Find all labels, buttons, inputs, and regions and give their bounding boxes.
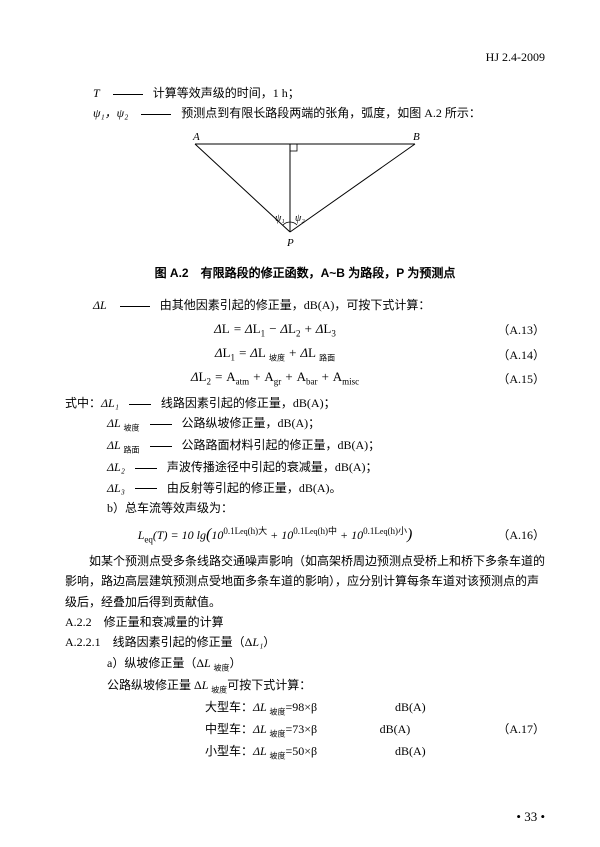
dash <box>113 94 143 95</box>
sec-a221: A.2.2.1 线路因素引起的修正量（ΔL₁） <box>65 632 545 652</box>
svg-text:ψ₂: ψ₂ <box>295 213 305 224</box>
sym-T: T <box>93 86 100 100</box>
figure-caption: 图 A.2 有限路段的修正函数，A~B 为路段，P 为预测点 <box>65 264 545 281</box>
def-dL-text: 由其他因素引起的修正量，dB(A)，可按下式计算： <box>160 298 431 312</box>
where-L3: ΔL₃ 由反射等引起的修正量，dB(A)。 <box>65 478 545 498</box>
dash <box>120 306 150 307</box>
figure-a2: A B ψ₁ ψ₂ P <box>65 132 545 254</box>
where-intro: 式中：ΔL₁ 线路因素引起的修正量，dB(A)； <box>65 393 545 413</box>
formula-num-a14: （A.14） <box>485 346 545 363</box>
formula-num-a13: （A.13） <box>485 321 545 338</box>
formula-a13: ΔL = ΔL1 − ΔL2 + ΔL3 （A.13） <box>65 321 545 339</box>
item-a: a）纵坡修正量（ΔL 坡度） <box>65 653 545 675</box>
header-code: HJ 2.4-2009 <box>65 50 545 65</box>
svg-text:ψ₁: ψ₁ <box>275 213 285 224</box>
middle-para: 如某个预测点受多条线路交通噪声影响（如高架桥周边预测点受桥上和桥下多条车道的影响… <box>65 551 545 612</box>
grade-light: 小型车：ΔL 坡度=50×β dB(A) <box>205 741 545 763</box>
where-L2: ΔL₂ 声波传播途径中引起的衰减量，dB(A)； <box>65 457 545 477</box>
def-dL: ΔL 由其他因素引起的修正量，dB(A)，可按下式计算： <box>65 295 545 315</box>
sec-a22: A.2.2 修正量和衰减量的计算 <box>65 612 545 632</box>
page-number: • 33 • <box>516 809 545 825</box>
sym-psi: ψ₁，ψ₂ <box>93 106 128 120</box>
formula-a15: ΔL2 = Aatm + Agr + Abar + Amisc （A.15） <box>65 369 545 387</box>
svg-text:B: B <box>413 132 420 143</box>
item-b: b）总车流等效声级为： <box>65 498 545 518</box>
grade-large: 大型车：ΔL 坡度=98×β dB(A) <box>205 697 545 719</box>
where-slope: ΔL 坡度 公路纵坡修正量，dB(A)； <box>65 413 545 435</box>
dash <box>141 114 171 115</box>
grade-medium: 中型车：ΔL 坡度=73×β dB(A) （A.17） <box>205 719 545 741</box>
def-psi-text: 预测点到有限长路段两端的张角，弧度，如图 A.2 所示： <box>181 106 481 120</box>
formula-a16: Leq(T) = 10 lg(100.1Leq(h)大 + 100.1Leq(h… <box>65 524 545 544</box>
where-road: ΔL 路面 公路路面材料引起的修正量，dB(A)； <box>65 435 545 457</box>
def-T-text: 计算等效声级的时间，1 h； <box>153 86 300 100</box>
svg-text:A: A <box>192 132 200 143</box>
formula-num-a15: （A.15） <box>485 370 545 387</box>
def-T: T 计算等效声级的时间，1 h； <box>65 83 545 103</box>
formula-num-a16: （A.16） <box>485 526 545 543</box>
formula-a14: ΔL1 = ΔL 坡度 + ΔL 路面 （A.14） <box>65 345 545 364</box>
def-psi: ψ₁，ψ₂ 预测点到有限长路段两端的张角，弧度，如图 A.2 所示： <box>65 103 545 123</box>
svg-text:P: P <box>286 237 294 249</box>
sym-dL: ΔL <box>93 298 107 312</box>
slope-intro: 公路纵坡修正量 ΔL 坡度可按下式计算： <box>65 675 545 697</box>
